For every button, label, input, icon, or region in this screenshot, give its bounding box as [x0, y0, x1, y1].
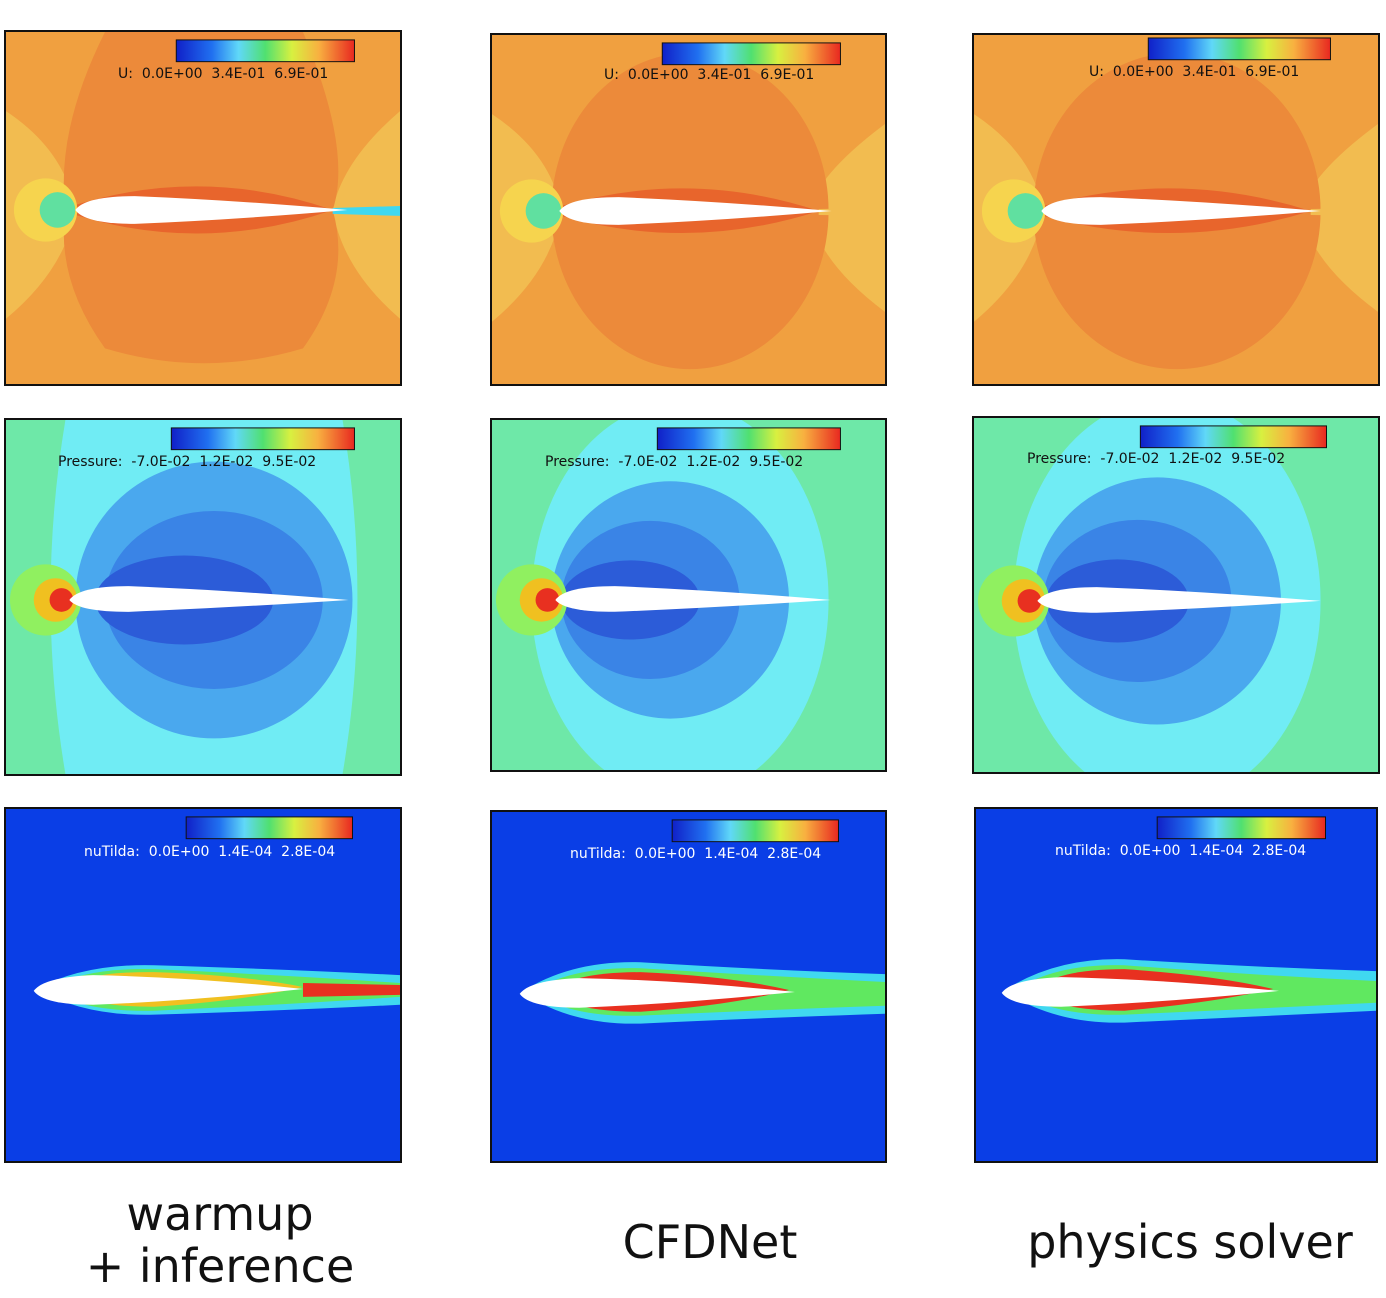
u-panel-physics — [972, 33, 1380, 386]
nutilda-panel-cfdnet — [490, 810, 887, 1163]
caption-warmup-line2: + inference — [85, 1239, 355, 1293]
u-panel-cfdnet — [490, 33, 887, 386]
caption-physics-line1: physics solver — [1027, 1215, 1353, 1269]
caption-physics: physics solver — [1000, 1216, 1380, 1268]
pressure-panel-cfdnet — [490, 418, 887, 772]
nutilda-legend-warmup: nuTilda: 0.0E+00 1.4E-04 2.8E-04 — [84, 844, 336, 860]
u-panel-warmup — [4, 30, 402, 386]
pressure-legend-warmup: Pressure: -7.0E-02 1.2E-02 9.5E-02 — [58, 454, 317, 470]
nutilda-panel-physics — [974, 807, 1378, 1163]
u-legend-warmup: U: 0.0E+00 3.4E-01 6.9E-01 — [118, 66, 329, 82]
nutilda-legend-physics: nuTilda: 0.0E+00 1.4E-04 2.8E-04 — [1055, 843, 1307, 859]
pressure-panel-physics — [972, 416, 1380, 774]
caption-warmup: warmup + inference — [50, 1188, 390, 1292]
nutilda-legend-cfdnet: nuTilda: 0.0E+00 1.4E-04 2.8E-04 — [570, 846, 822, 862]
u-legend-physics: U: 0.0E+00 3.4E-01 6.9E-01 — [1089, 64, 1300, 80]
pressure-legend-cfdnet: Pressure: -7.0E-02 1.2E-02 9.5E-02 — [545, 454, 804, 470]
pressure-panel-warmup — [4, 418, 402, 776]
nutilda-panel-warmup — [4, 807, 402, 1163]
caption-warmup-line1: warmup — [126, 1187, 314, 1241]
pressure-legend-physics: Pressure: -7.0E-02 1.2E-02 9.5E-02 — [1027, 451, 1286, 467]
caption-cfdnet: CFDNet — [540, 1216, 880, 1268]
u-legend-cfdnet: U: 0.0E+00 3.4E-01 6.9E-01 — [604, 67, 815, 83]
caption-cfdnet-line1: CFDNet — [622, 1215, 798, 1269]
